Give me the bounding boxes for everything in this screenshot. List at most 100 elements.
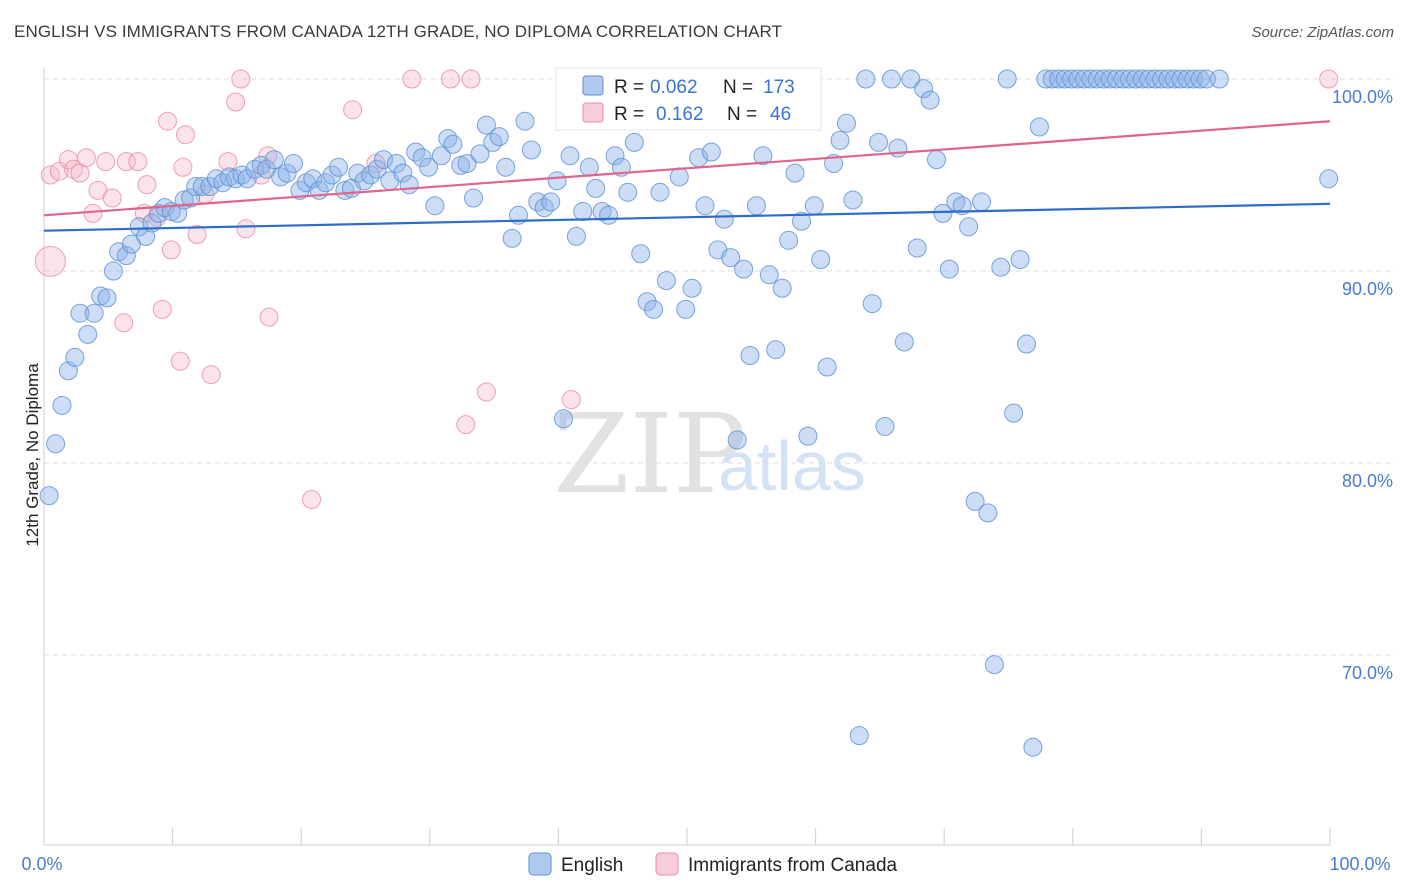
immigrants-point	[34, 245, 66, 277]
stats-n-label-english: N =	[723, 77, 753, 98]
english-point	[502, 228, 522, 248]
immigrants-point	[236, 219, 256, 239]
english-point	[1017, 334, 1036, 354]
english-point	[226, 169, 246, 189]
y-tick-label-70: 70.0%	[1342, 663, 1393, 683]
stats-legend-box: R = 0.062 N = 173 R = 0.162 N = 46	[555, 67, 822, 131]
immigrants-point	[176, 125, 195, 145]
english-point	[579, 157, 599, 177]
immigrants-point	[231, 69, 251, 89]
stats-r-label-english: R =	[614, 77, 644, 98]
english-point	[599, 205, 619, 225]
immigrants-point	[476, 382, 496, 402]
english-point	[804, 196, 824, 216]
english-point	[605, 146, 625, 166]
english-point	[695, 196, 715, 216]
immigrants-point	[561, 390, 581, 410]
english-point	[1029, 117, 1049, 137]
english-point	[329, 157, 348, 177]
english-point	[959, 217, 979, 237]
immigrants-point	[76, 148, 96, 168]
english-point	[734, 259, 754, 279]
legend-label-immigrants[interactable]: Immigrants from Canada	[688, 855, 898, 876]
english-point	[443, 134, 463, 154]
stats-swatch-immigrants	[582, 102, 604, 123]
stats-n-value-english: 173	[763, 77, 795, 98]
immigrants-point	[187, 225, 207, 244]
english-point	[186, 177, 206, 196]
english-point	[772, 278, 792, 298]
english-point	[869, 132, 889, 152]
english-point	[830, 130, 850, 150]
legend-label-english[interactable]: English	[561, 855, 623, 876]
immigrants-point	[152, 299, 172, 319]
english-point	[322, 165, 342, 185]
english-point	[1062, 69, 1081, 89]
legend: English Immigrants from Canada	[528, 852, 898, 876]
immigrants-point	[402, 69, 422, 89]
immigrants-point	[343, 100, 363, 120]
english-point	[714, 209, 734, 229]
english-point	[1042, 69, 1062, 89]
english-point	[727, 430, 747, 450]
english-point	[843, 190, 863, 210]
english-point	[676, 299, 696, 319]
immigrants-point	[259, 307, 279, 327]
english-point	[284, 154, 303, 173]
immigrants-point	[102, 188, 122, 208]
english-point	[1132, 69, 1152, 89]
english-point	[374, 150, 393, 170]
english-point	[515, 111, 535, 131]
legend-swatch-english[interactable]	[528, 852, 552, 876]
stats-r-value-english: 0.062	[650, 77, 698, 98]
english-point	[920, 90, 940, 110]
immigrants-point	[456, 415, 476, 435]
trend-line-immigrants	[43, 120, 1331, 217]
english-point	[431, 146, 451, 166]
english-point	[1100, 69, 1120, 89]
english-point	[779, 230, 799, 250]
immigrants-point	[1319, 69, 1339, 89]
english-point	[721, 248, 741, 268]
watermark-zip: ZIP	[553, 390, 747, 518]
english-point	[1036, 69, 1056, 89]
english-point	[316, 173, 336, 193]
english-point	[656, 271, 676, 291]
english-point	[464, 188, 483, 208]
english-point	[251, 155, 271, 175]
english-point	[451, 155, 471, 175]
english-point	[65, 347, 85, 367]
english-point	[470, 144, 490, 164]
english-point	[116, 246, 136, 266]
english-point	[103, 261, 123, 281]
english-point	[1004, 403, 1024, 423]
english-point	[78, 324, 98, 344]
english-point	[232, 165, 252, 185]
english-point	[753, 146, 773, 166]
immigrants-point	[96, 152, 116, 172]
english-point	[425, 196, 445, 216]
immigrants-point	[114, 313, 134, 333]
english-point	[669, 167, 689, 187]
legend-swatch-immigrants[interactable]	[655, 852, 679, 876]
watermark-atlas: atlas	[718, 427, 866, 505]
english-point	[862, 294, 882, 314]
english-point	[566, 226, 586, 246]
english-point	[476, 115, 496, 135]
stats-r-label-immigrants: R =	[614, 104, 644, 125]
series-immigrants-points	[34, 69, 1339, 509]
english-point	[927, 150, 946, 170]
english-point	[856, 69, 876, 89]
english-point	[1190, 69, 1210, 89]
immigrants-point	[173, 157, 193, 177]
immigrants-point	[302, 490, 321, 509]
immigrants-point	[226, 92, 246, 112]
english-point	[849, 726, 869, 746]
english-point	[1164, 69, 1184, 89]
watermark: ZIP atlas	[553, 390, 866, 518]
immigrants-point	[83, 203, 103, 223]
english-point	[624, 132, 644, 152]
x-ticks	[43, 828, 1331, 845]
english-point	[303, 169, 323, 189]
english-point	[1087, 69, 1107, 89]
